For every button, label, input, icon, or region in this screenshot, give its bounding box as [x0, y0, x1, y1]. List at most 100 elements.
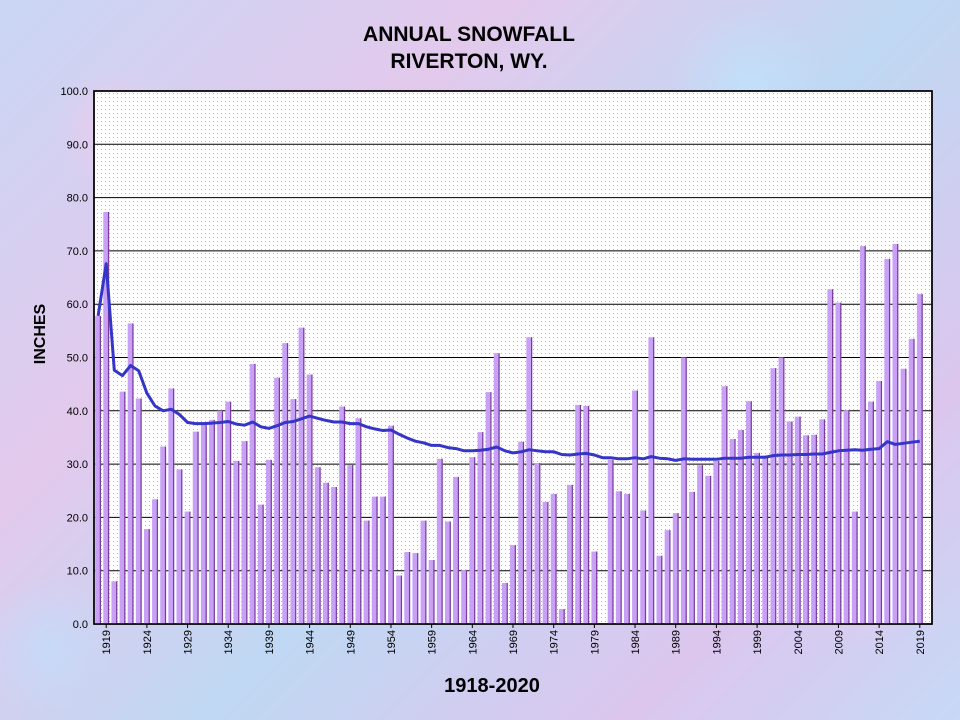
chart-title-line-1: ANNUAL SNOWFALL	[363, 23, 575, 46]
bar	[331, 487, 337, 624]
bar	[412, 553, 419, 624]
bar	[664, 530, 671, 624]
bar	[420, 520, 427, 624]
bar	[192, 431, 199, 624]
bar	[575, 404, 582, 624]
bar	[916, 294, 923, 624]
bar	[534, 463, 541, 624]
y-tick-label: 10.0	[67, 566, 88, 578]
bar	[811, 434, 817, 624]
bar	[680, 357, 687, 624]
bar	[583, 406, 590, 624]
x-tick-label: 1964	[467, 630, 479, 654]
bar	[900, 368, 907, 624]
bar	[876, 380, 883, 624]
bar	[152, 499, 158, 624]
y-tick-label: 0.0	[73, 619, 88, 631]
bar	[518, 441, 525, 624]
bar	[249, 363, 256, 624]
bar	[339, 406, 346, 624]
bar	[558, 609, 565, 624]
bar	[200, 424, 207, 624]
bar	[461, 570, 468, 624]
x-tick-label: 1994	[711, 630, 723, 654]
bar	[632, 390, 638, 624]
bar	[591, 551, 598, 624]
bar	[225, 401, 232, 624]
bar	[274, 377, 280, 624]
bar	[135, 398, 142, 624]
bar	[689, 491, 695, 624]
bar	[160, 446, 167, 624]
bar	[217, 410, 224, 624]
y-tick-label: 40.0	[67, 406, 88, 418]
bar	[746, 401, 752, 624]
bar	[623, 493, 630, 624]
bar	[469, 457, 476, 624]
bar	[794, 416, 801, 624]
bar	[843, 410, 850, 624]
bar	[567, 484, 573, 624]
bar	[648, 337, 655, 624]
x-tick-label: 1984	[630, 630, 642, 654]
y-tick-label: 50.0	[67, 353, 88, 365]
bar	[379, 496, 386, 624]
x-tick-label: 1929	[183, 630, 195, 654]
average-line	[96, 262, 920, 462]
x-tick-label: 1969	[508, 630, 520, 654]
bar	[298, 327, 305, 624]
x-tick-label: 1954	[386, 630, 398, 654]
bar	[477, 432, 484, 624]
bar	[176, 469, 183, 624]
bar	[257, 504, 264, 624]
bar	[786, 421, 793, 624]
bar	[713, 460, 720, 624]
bar	[436, 458, 443, 624]
y-axis-label: INCHES	[32, 303, 49, 364]
x-tick-label: 1939	[264, 630, 276, 654]
y-tick-label: 30.0	[67, 459, 88, 471]
bar	[444, 521, 451, 624]
bar	[322, 482, 329, 624]
bar	[892, 243, 899, 624]
average-line-series	[96, 262, 920, 462]
bar	[265, 459, 272, 624]
x-tick-label: 1944	[305, 630, 317, 654]
bar	[306, 374, 313, 624]
x-axis-label: 1918-2020	[444, 675, 540, 697]
x-tick-label: 1924	[142, 630, 154, 654]
bar	[371, 496, 378, 624]
bar	[827, 289, 834, 624]
x-tick-label: 2009	[833, 630, 845, 654]
x-tick-label: 2014	[874, 630, 886, 654]
bar	[754, 452, 761, 624]
chart-title-line-2: RIVERTON, WY.	[390, 50, 547, 73]
bar	[656, 555, 663, 624]
y-axis-ticks: 0.0 10.0 20.0 30.0 40.0 50.0 60.0 70.0 80.0 90.0 1…	[60, 86, 88, 631]
x-tick-label: 2019	[915, 630, 927, 654]
bar	[526, 337, 533, 624]
bar	[428, 560, 435, 624]
bar	[314, 467, 321, 624]
x-axis-ticks: 1919 1924 1929 1934 1939 1944 1949 1954 1959 1964…	[101, 624, 927, 654]
x-tick-label: 1919	[101, 630, 113, 654]
x-tick-label: 1999	[752, 630, 764, 654]
y-tick-label: 80.0	[67, 193, 88, 205]
x-tick-label: 1989	[671, 630, 683, 654]
bar	[111, 581, 118, 624]
bar	[737, 429, 744, 624]
bar	[347, 465, 354, 624]
y-tick-label: 70.0	[67, 246, 88, 258]
bar	[868, 401, 874, 624]
bar	[355, 418, 362, 624]
bar	[95, 315, 101, 624]
bar	[510, 545, 516, 624]
bar	[388, 425, 394, 624]
x-tick-label: 1979	[589, 630, 601, 654]
bar	[119, 391, 126, 624]
bar	[705, 475, 712, 624]
bar	[363, 520, 370, 624]
y-tick-label: 90.0	[67, 139, 88, 151]
bar	[802, 435, 809, 624]
bar	[103, 211, 110, 624]
